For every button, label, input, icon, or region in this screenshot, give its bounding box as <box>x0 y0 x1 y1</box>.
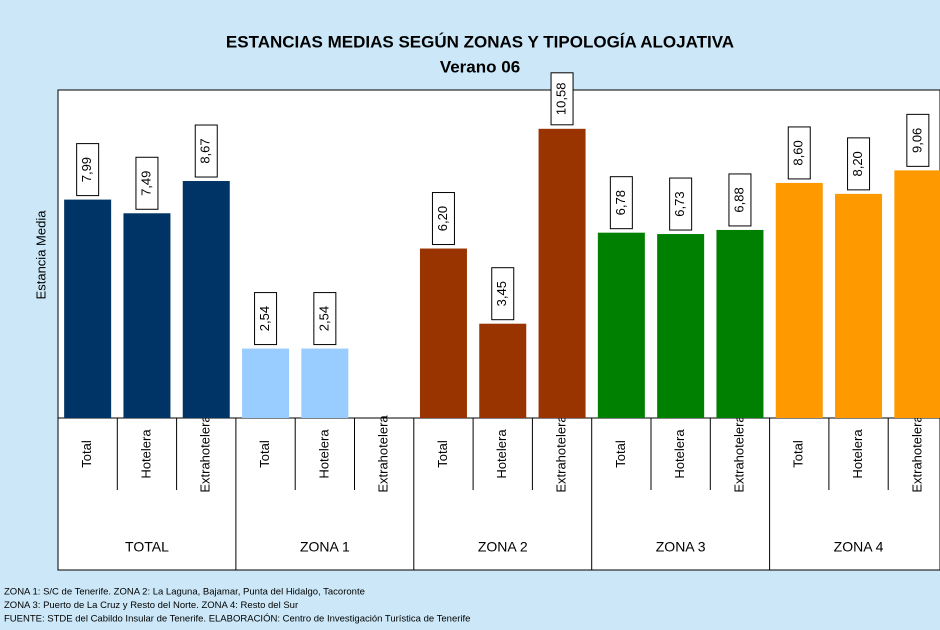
data-label: 8,60 <box>791 140 806 165</box>
bar <box>657 234 705 418</box>
bar <box>301 348 349 418</box>
bar <box>182 181 230 418</box>
x-tick-label: Total <box>791 440 806 468</box>
group-label: ZONA 1 <box>300 539 350 555</box>
x-tick-label: Total <box>257 440 272 468</box>
data-label-box <box>431 192 455 246</box>
x-tick-label: Total <box>613 440 628 468</box>
data-label: 8,67 <box>198 138 213 163</box>
data-label-box <box>313 292 337 346</box>
bar <box>242 348 290 418</box>
data-label-box <box>847 137 871 191</box>
data-label-box <box>669 177 693 231</box>
group-label: ZONA 4 <box>834 539 884 555</box>
data-label-box <box>787 126 811 180</box>
bar <box>419 248 467 418</box>
bar <box>894 170 940 418</box>
data-label-box <box>906 113 930 167</box>
bar <box>64 199 112 418</box>
data-label: 2,54 <box>316 306 331 331</box>
group-label: ZONA 2 <box>478 539 528 555</box>
bar <box>538 128 586 418</box>
data-label: 6,20 <box>435 206 450 231</box>
data-label-box <box>76 143 100 197</box>
bar <box>123 213 171 418</box>
bar <box>835 193 883 418</box>
bar <box>775 182 823 418</box>
data-label: 6,73 <box>672 191 687 216</box>
bar <box>716 229 764 418</box>
x-tick-label: Total <box>435 440 450 468</box>
group-label: ZONA 3 <box>656 539 706 555</box>
chart-subtitle: Verano 06 <box>440 57 520 76</box>
data-label: 3,45 <box>494 281 509 306</box>
bar <box>597 232 645 418</box>
data-label: 8,20 <box>850 151 865 176</box>
x-tick-label: Hotelera <box>672 429 687 479</box>
x-tick-label: Extrahotelera <box>909 415 924 493</box>
x-tick-label: Hotelera <box>494 429 509 479</box>
x-tick-label: Total <box>79 440 94 468</box>
x-tick-label: Extrahotelera <box>198 415 213 493</box>
data-label-box <box>135 156 159 210</box>
footnote: ZONA 3: Puerto de La Cruz y Resto del No… <box>4 600 298 611</box>
x-tick-label: Extrahotelera <box>731 415 746 493</box>
data-label: 6,78 <box>613 190 628 215</box>
data-label-box <box>609 176 633 230</box>
data-label-box <box>491 267 515 321</box>
data-label-box <box>194 124 218 178</box>
data-label: 10,58 <box>553 83 568 116</box>
data-label-box <box>728 173 752 227</box>
x-tick-label: Hotelera <box>850 429 865 479</box>
data-label: 7,49 <box>138 171 153 196</box>
data-label-box <box>550 72 574 126</box>
x-tick-label: Extrahotelera <box>376 415 391 493</box>
chart-title: ESTANCIAS MEDIAS SEGÚN ZONAS Y TIPOLOGÍA… <box>226 32 734 51</box>
group-label: TOTAL <box>125 539 169 555</box>
footnote: FUENTE: STDE del Cabildo Insular de Tene… <box>4 614 470 625</box>
bar <box>479 323 527 418</box>
data-label: 6,88 <box>731 187 746 212</box>
x-tick-label: Extrahotelera <box>553 415 568 493</box>
x-tick-label: Hotelera <box>316 429 331 479</box>
footnote: ZONA 1: S/C de Tenerife. ZONA 2: La Lagu… <box>4 587 365 598</box>
x-tick-label: Hotelera <box>138 429 153 479</box>
y-axis-label: Estancia Media <box>33 210 48 300</box>
data-label-box <box>254 292 278 346</box>
data-label: 9,06 <box>909 128 924 153</box>
data-label: 2,54 <box>257 306 272 331</box>
data-label: 7,99 <box>79 157 94 182</box>
